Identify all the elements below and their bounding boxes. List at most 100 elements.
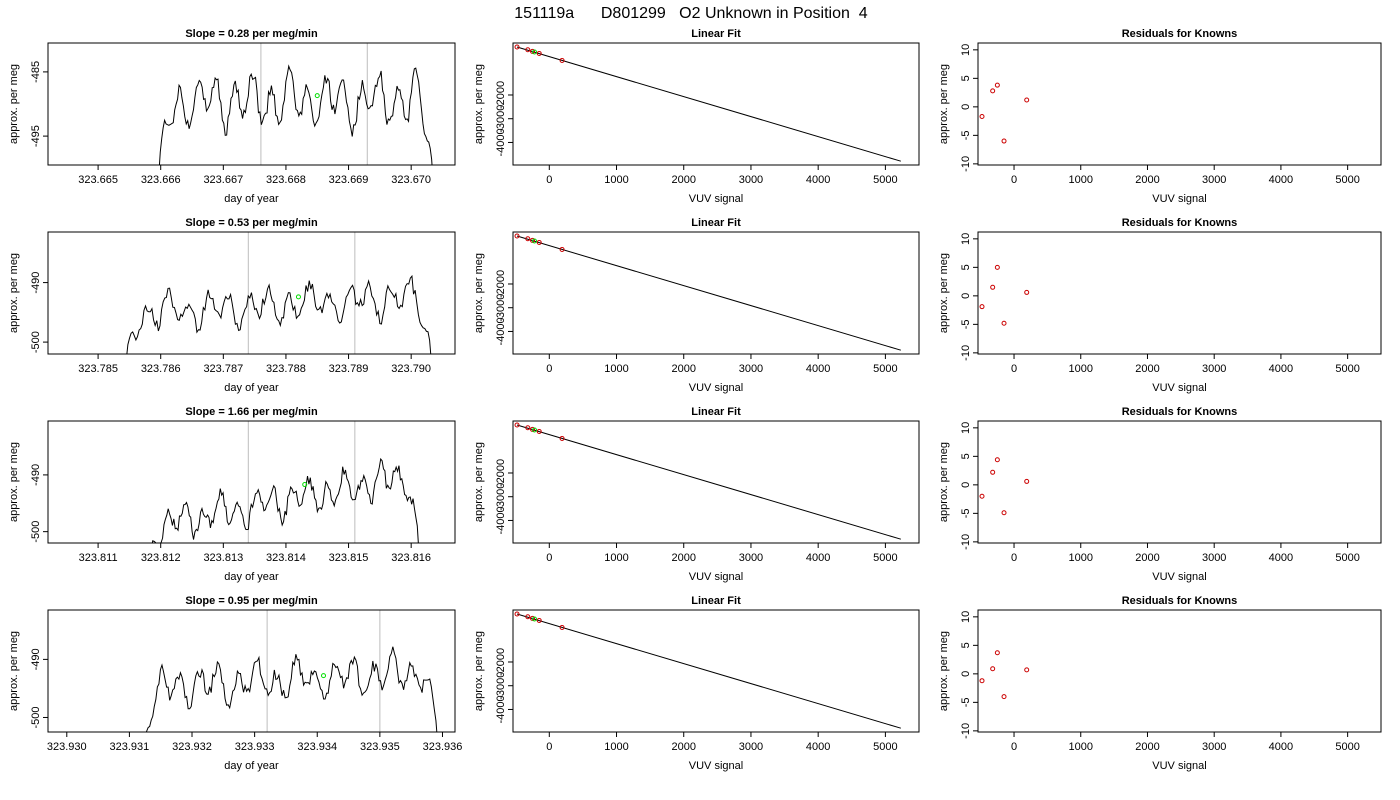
x-tick-label: 3000 <box>1202 552 1226 564</box>
known-point <box>525 47 531 53</box>
y-tick-label: -3000 <box>495 105 507 133</box>
y-axis-label: approx. per meg <box>473 64 485 144</box>
x-tick-label: 3000 <box>1202 363 1226 375</box>
x-tick-label: 2000 <box>1135 363 1159 375</box>
x-tick-label: 1000 <box>604 552 628 564</box>
y-tick-label: -500 <box>30 521 42 543</box>
x-tick-label: 323.786 <box>141 363 181 375</box>
panel-title: Residuals for Knowns <box>1122 217 1238 229</box>
y-tick-label: 10 <box>960 422 972 434</box>
residual-point <box>1024 667 1030 673</box>
x-tick-label: 1000 <box>1069 174 1093 186</box>
x-tick-label: 3000 <box>739 741 763 753</box>
signal-trace-line <box>126 274 432 354</box>
y-tick-label: -490 <box>30 648 42 670</box>
fit-line <box>516 424 901 540</box>
x-tick-label: 323.815 <box>329 552 369 564</box>
x-tick-label: 4000 <box>806 363 830 375</box>
fit-line <box>516 46 901 162</box>
x-tick-label: 5000 <box>873 741 897 753</box>
panel-title: Slope = 0.28 per meg/min <box>185 28 318 40</box>
x-tick-label: 0 <box>546 174 552 186</box>
x-tick-label: 5000 <box>873 552 897 564</box>
x-tick-label: 0 <box>1011 174 1017 186</box>
residual-point <box>979 678 985 684</box>
plot-frame <box>977 42 1382 166</box>
time-trace-panel-2: Slope = 0.53 per meg/min day of year appro… <box>8 217 456 394</box>
x-tick-label: 2000 <box>671 552 695 564</box>
x-tick-label: 5000 <box>1335 552 1359 564</box>
y-axis-label: approx. per meg <box>473 631 485 711</box>
panel-title: Slope = 1.66 per meg/min <box>185 406 318 418</box>
y-tick-label: 0 <box>960 482 972 488</box>
known-point <box>559 435 565 441</box>
x-axis-label: VUV signal <box>689 382 743 394</box>
x-tick-label: 323.812 <box>141 552 181 564</box>
residuals-panel-4: Residuals for Knowns VUV signal approx. pe… <box>938 595 1382 772</box>
residual-point <box>994 457 1000 463</box>
unknown-point <box>532 616 538 622</box>
x-tick-label: 4000 <box>1269 363 1293 375</box>
y-tick-label: -4000 <box>495 128 507 156</box>
y-tick-label: -5 <box>960 319 972 329</box>
residual-point <box>979 114 985 120</box>
y-axis-label: approx. per meg <box>8 253 20 333</box>
x-axis-label: VUV signal <box>1152 193 1206 205</box>
x-tick-label: 323.669 <box>329 174 369 186</box>
known-point <box>525 614 531 620</box>
residual-point <box>990 88 996 94</box>
y-axis-label: approx. per meg <box>938 631 950 711</box>
y-tick-label: -3000 <box>495 294 507 322</box>
x-tick-label: 5000 <box>873 363 897 375</box>
x-tick-label: 4000 <box>806 174 830 186</box>
y-axis-label: approx. per meg <box>8 442 20 522</box>
plot-area <box>151 421 419 543</box>
plot-area <box>158 43 433 165</box>
x-axis-label: day of year <box>224 760 279 772</box>
plot-frame <box>977 609 1382 733</box>
x-tick-label: 0 <box>546 363 552 375</box>
y-tick-label: -495 <box>30 125 42 147</box>
unknown-point <box>532 238 538 244</box>
residual-point <box>1024 289 1030 295</box>
x-tick-label: 323.934 <box>297 741 337 753</box>
y-tick-label: -2000 <box>495 648 507 676</box>
x-tick-label: 323.936 <box>423 741 463 753</box>
x-tick-label: 2000 <box>1135 174 1159 186</box>
figure-title: 151119a D801299 O2 Unknown in Position 4 <box>514 5 868 22</box>
y-tick-label: 0 <box>960 293 972 299</box>
known-point <box>536 50 542 56</box>
residual-point <box>979 493 985 499</box>
y-tick-label: -2000 <box>495 459 507 487</box>
x-tick-label: 323.790 <box>391 363 431 375</box>
plot-frame <box>47 609 456 733</box>
residual-point <box>1001 320 1007 326</box>
x-axis-label: VUV signal <box>689 760 743 772</box>
y-tick-label: -490 <box>30 272 42 294</box>
y-axis-label: approx. per meg <box>473 253 485 333</box>
x-tick-label: 0 <box>546 741 552 753</box>
known-point <box>514 611 520 617</box>
known-point <box>559 57 565 63</box>
residual-point <box>994 264 1000 270</box>
y-tick-label: 5 <box>960 75 972 81</box>
signal-trace-line <box>151 457 419 543</box>
fit-line <box>516 235 901 351</box>
x-tick-label: 1000 <box>1069 552 1093 564</box>
y-tick-label: -10 <box>960 534 972 550</box>
residuals-panel-2: Residuals for Knowns VUV signal approx. pe… <box>938 217 1382 394</box>
y-tick-label: -5 <box>960 130 972 140</box>
y-tick-label: 0 <box>960 104 972 110</box>
x-tick-label: 0 <box>1011 363 1017 375</box>
y-tick-label: -490 <box>30 464 42 486</box>
unknown-point <box>321 673 327 679</box>
x-axis-label: VUV signal <box>1152 382 1206 394</box>
residual-point <box>1024 478 1030 484</box>
x-tick-label: 323.668 <box>266 174 306 186</box>
residuals-panel-1: Residuals for Knowns VUV signal approx. pe… <box>938 28 1382 205</box>
known-point <box>559 624 565 630</box>
x-axis-label: day of year <box>224 571 279 583</box>
y-tick-label: -10 <box>960 345 972 361</box>
x-tick-label: 323.931 <box>110 741 150 753</box>
plot-frame <box>512 420 920 544</box>
